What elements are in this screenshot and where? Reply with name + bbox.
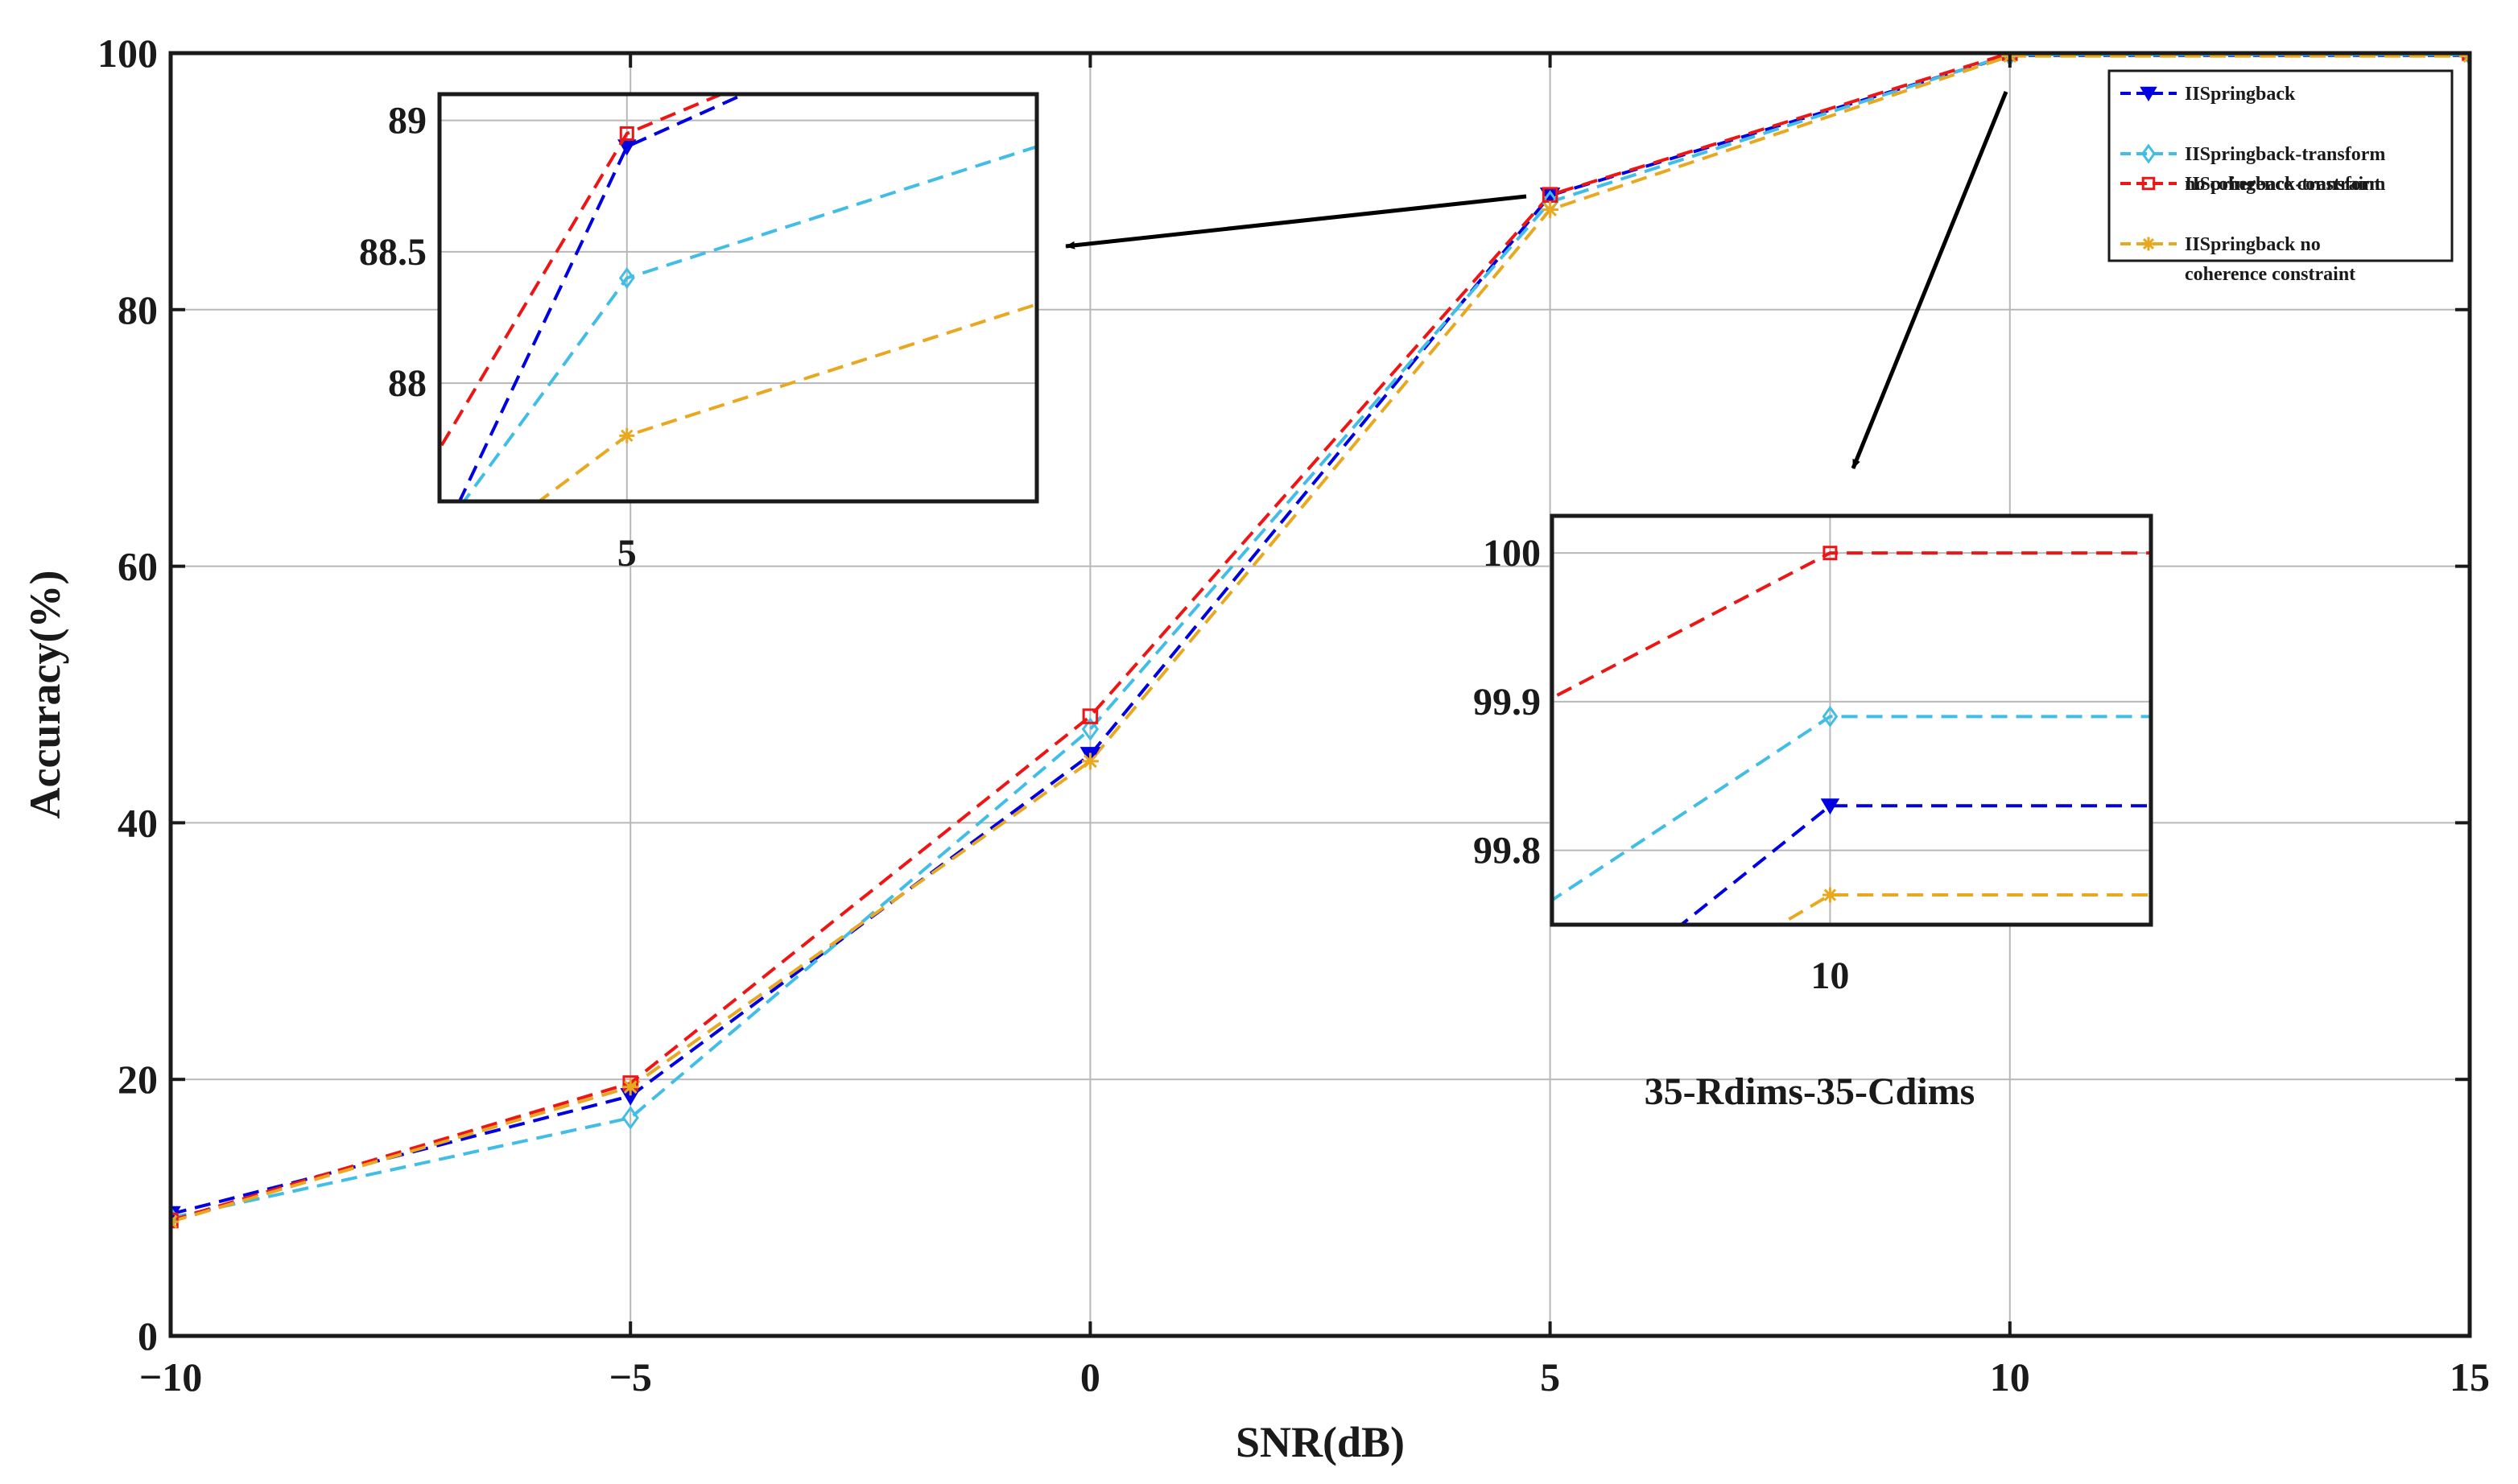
main-tick-labels: −10 −5 0 5 10 15 0 20 40 60 80 100: [97, 31, 2490, 1399]
data-point-iispringback-no-coherence-constraint: [1542, 201, 1559, 218]
inset-data-point-iispringback-transform: [1822, 546, 1838, 561]
inset-series-line-iispringback: [457, 94, 749, 501]
legend-label: IISpringback-transform: [2185, 174, 2385, 195]
inset-y-tick-label: 89: [388, 100, 427, 142]
legend-entry-iispringback: IISpringback: [2120, 84, 2296, 105]
main-tick-marks: [169, 52, 2471, 1338]
inset-x-tick-label: 5: [617, 532, 637, 575]
x-tick-label: −10: [139, 1354, 203, 1399]
inset-data-point-iispringback-transform-no-coherence-constraint: [1822, 705, 1839, 728]
inset-10-series: [1552, 546, 2151, 925]
y-tick-label: 40: [118, 800, 158, 845]
x-tick-label: 5: [1540, 1354, 1560, 1399]
inset-data-point-iispringback-no-coherence-constraint: [619, 427, 635, 443]
inset-data-point-iispringback-transform: [619, 126, 634, 141]
legend-label: IISpringback no: [2185, 234, 2321, 255]
inset-y-tick-label: 100: [1483, 532, 1541, 575]
series-line-iispringback-transform: [171, 53, 2470, 1222]
inset-data-point-iispringback-no-coherence-constraint: [1822, 887, 1838, 903]
inset-5-frame: [437, 92, 1039, 504]
y-tick-label: 0: [138, 1313, 158, 1358]
y-tick-label: 80: [118, 287, 158, 332]
legend-label: coherence constraint: [2185, 264, 2355, 285]
inset-x-tick-label: 10: [1810, 954, 1849, 997]
inset-5-tick-labels: 5 88 88.5 89: [359, 100, 637, 575]
callout-arrow-to-inset-10: [1851, 91, 2008, 469]
legend-entry-iispringback-no-coherence-constraint: IISpringback no coherence constraint: [2120, 234, 2355, 285]
legend-label: no coherence constraint: [2185, 174, 2381, 195]
legend-label: IISpringback-transform: [2185, 144, 2385, 165]
inset-data-point-iispringback: [1820, 798, 1840, 815]
main-plot-frame: [168, 51, 2472, 1338]
inset-series-line-iispringback-no-coherence-constraint: [1776, 893, 2151, 925]
y-axis-label: Accuracy(%): [21, 571, 69, 819]
inset-series-line-iispringback-transform-no-coherence-constraint: [1552, 715, 2151, 902]
inset-5-series: [440, 94, 1037, 501]
legend-label: IISpringback: [2185, 84, 2296, 105]
legend-marker: [2141, 176, 2156, 191]
inset-y-tick-label: 88: [388, 362, 427, 405]
data-point-iispringback-transform-no-coherence-constraint: [1081, 717, 1100, 741]
inset-series-line-iispringback: [1678, 804, 2151, 925]
inset-y-tick-label: 88.5: [359, 231, 427, 274]
legend-marker: [2141, 237, 2156, 251]
y-tick-label: 60: [118, 544, 158, 589]
data-point-iispringback-no-coherence-constraint: [621, 1078, 639, 1096]
data-point-iispringback-transform: [171, 1212, 179, 1229]
inset-y-tick-label: 99.9: [1473, 681, 1541, 723]
legend-marker: [2140, 86, 2157, 102]
data-point-iispringback-no-coherence-constraint: [1081, 752, 1099, 770]
inset-zoom-10: 10 99.8 99.9 100: [1473, 513, 2153, 997]
inset-series-line-iispringback-transform: [440, 94, 726, 452]
config-annotation: 35-Rdims-35-Cdims: [1645, 1070, 1975, 1113]
x-tick-label: 0: [1080, 1354, 1100, 1399]
inset-10-tick-labels: 10 99.8 99.9 100: [1473, 532, 1849, 997]
inset-series-line-iispringback-transform-no-coherence-constraint: [461, 145, 1037, 501]
x-tick-label: 10: [1990, 1354, 2030, 1399]
data-point-iispringback-transform: [1082, 708, 1099, 724]
callout-arrow-to-inset-5: [1065, 194, 1527, 249]
legend-entry-iispringback-transform: IISpringback-transform: [2120, 174, 2385, 195]
legend-marker: [2140, 143, 2157, 164]
inset-10-frame: [1550, 513, 2153, 927]
x-axis-label: SNR(dB): [1236, 1418, 1405, 1466]
inset-data-point-iispringback-transform-no-coherence-constraint: [618, 266, 635, 290]
x-tick-label: −5: [609, 1354, 652, 1399]
x-tick-label: 15: [2450, 1354, 2490, 1399]
y-tick-label: 20: [118, 1057, 158, 1102]
inset-series-line-iispringback-transform: [1552, 551, 2151, 700]
inset-zoom-5: 5 88 88.5 89: [359, 92, 1039, 575]
inset-y-tick-label: 99.8: [1473, 830, 1541, 872]
series-line-iispringback-no-coherence-constraint: [171, 54, 2470, 1224]
data-point-iispringback-transform-no-coherence-constraint: [621, 1106, 639, 1130]
y-tick-label: 100: [97, 31, 158, 76]
